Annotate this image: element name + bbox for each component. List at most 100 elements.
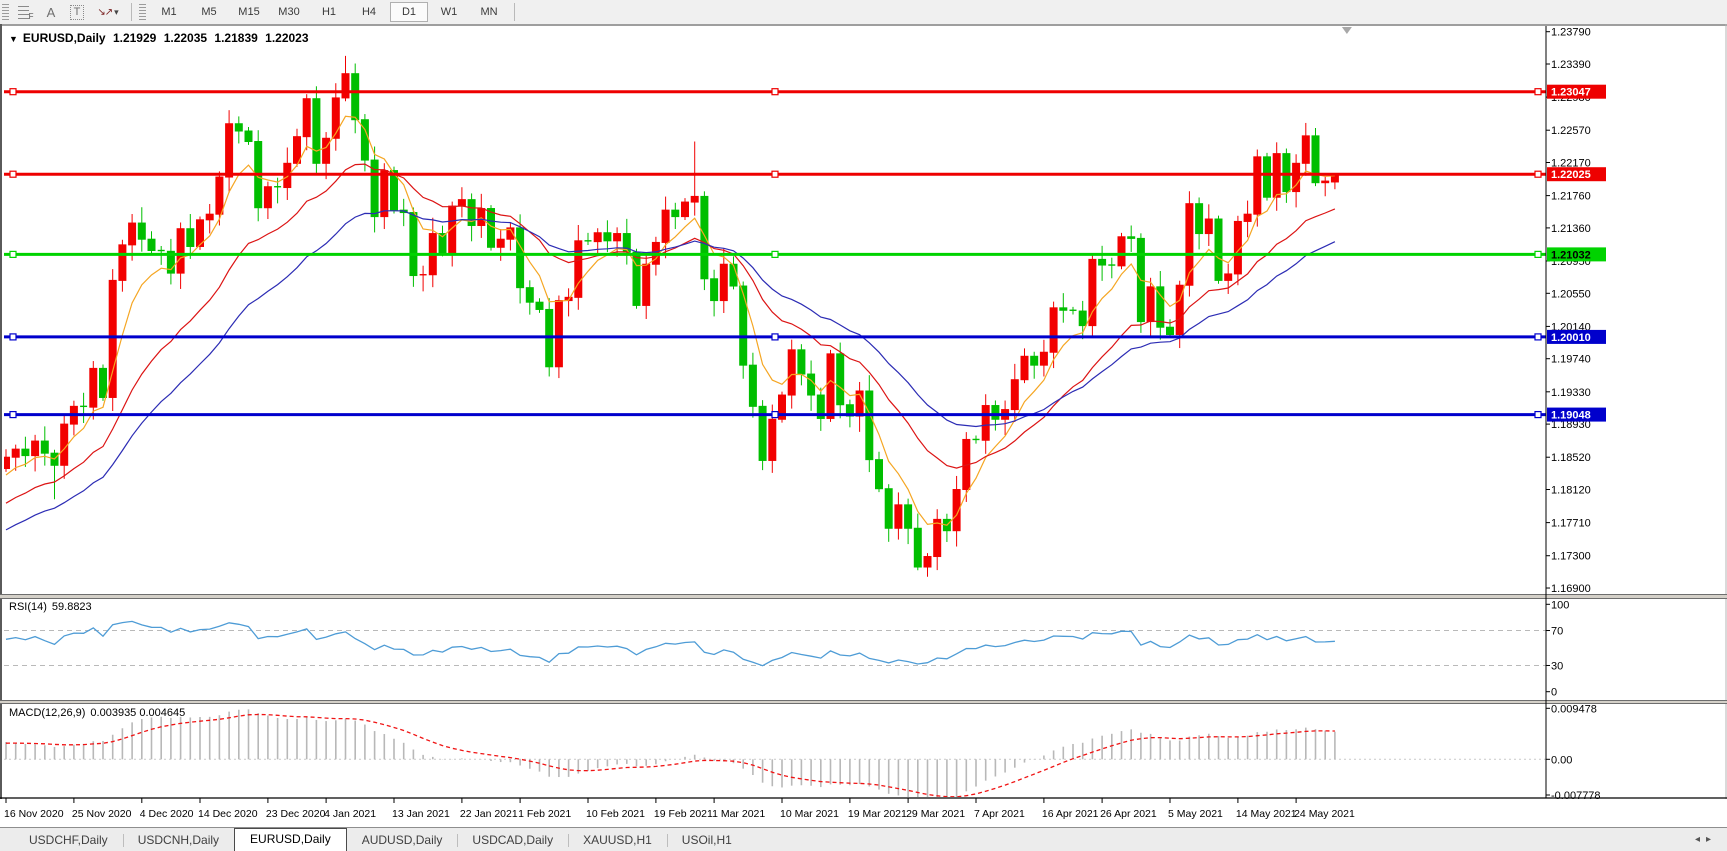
candle-body — [613, 233, 622, 242]
date-label[interactable]: 7 Apr 2021 — [974, 808, 1025, 820]
hline-handle[interactable] — [9, 170, 17, 178]
macd-signal-line — [5, 713, 1335, 797]
chart-tab-usdcad-daily[interactable]: USDCAD,Daily — [457, 830, 568, 851]
timeframe-button-mn[interactable]: MN — [480, 6, 498, 18]
candle-body — [787, 349, 796, 396]
hline-handle[interactable] — [771, 333, 779, 341]
text-label-icon[interactable]: T — [64, 2, 90, 22]
date-label[interactable]: 19 Feb 2021 — [654, 808, 713, 820]
hline-handle[interactable] — [1534, 333, 1542, 341]
timeframe-grip[interactable] — [139, 4, 146, 20]
tab-scroll-right-icon[interactable]: ▸ — [1705, 834, 1717, 845]
date-label[interactable]: 1 Mar 2021 — [712, 808, 765, 820]
hline-handle[interactable] — [1534, 88, 1542, 96]
timeframe-button-m15[interactable]: M15 — [238, 6, 260, 18]
hline-handle[interactable] — [9, 333, 17, 341]
date-label[interactable]: 24 May 2021 — [1294, 808, 1355, 820]
candle-body — [797, 349, 806, 375]
font-icon[interactable]: A — [46, 4, 56, 20]
date-label[interactable]: 19 Mar 2021 — [848, 808, 907, 820]
date-label[interactable]: 16 Apr 2021 — [1042, 808, 1099, 820]
macd-indicator-label: MACD(12,26,9) 0.003935 0.004645 — [9, 707, 186, 719]
panel-divider[interactable] — [0, 594, 1727, 599]
hline-handle[interactable] — [1534, 410, 1542, 419]
candle-body — [205, 213, 214, 221]
timeframe-button-m30[interactable]: M30 — [278, 6, 300, 18]
price-tick-label: 1.20550 — [1551, 288, 1591, 300]
chart-title[interactable]: ▼ EURUSD,Daily 1.21929 1.22035 1.21839 1.… — [9, 31, 313, 45]
date-label[interactable]: 14 Dec 2020 — [198, 808, 258, 820]
hline-handle[interactable] — [9, 410, 17, 419]
timeframe-button-h4[interactable]: H4 — [361, 6, 377, 18]
date-label[interactable]: 5 May 2021 — [1168, 808, 1223, 820]
panel-divider[interactable] — [0, 700, 1727, 704]
toolbar-grip[interactable] — [2, 4, 9, 20]
chart-canvas[interactable]: 1.237901.233901.229801.225701.221701.217… — [0, 24, 1727, 827]
price-tick-label: 1.17300 — [1551, 551, 1591, 563]
candle-body — [913, 527, 922, 568]
hline-handle[interactable] — [9, 88, 17, 96]
date-label[interactable]: 4 Jan 2021 — [324, 808, 376, 820]
date-label[interactable]: 4 Dec 2020 — [140, 808, 194, 820]
chart-tab-usoil-h1[interactable]: USOil,H1 — [666, 830, 747, 851]
chart-tab-audusd-daily[interactable]: AUDUSD,Daily — [361, 833, 443, 847]
toolbar-separator-end — [514, 3, 515, 21]
price-tick-label: 1.16900 — [1551, 583, 1591, 595]
candle-body — [331, 97, 340, 139]
date-label[interactable]: 26 Apr 2021 — [1100, 808, 1157, 820]
hline-1.20010[interactable]: 1.20010 — [4, 329, 1606, 344]
date-label[interactable]: 14 May 2021 — [1236, 808, 1297, 820]
chart-tab-usdchf-daily[interactable]: USDCHF,Daily — [29, 833, 108, 847]
date-label[interactable]: 22 Jan 2021 — [460, 808, 518, 820]
candle-body — [1311, 135, 1320, 184]
macd-values: 0.003935 0.004645 — [90, 707, 186, 719]
date-label[interactable]: 13 Jan 2021 — [392, 808, 450, 820]
candle-body — [768, 418, 777, 461]
hline-1.19048[interactable]: 1.19048 — [4, 407, 1606, 422]
rsi-axis-label: 0 — [1551, 687, 1557, 699]
candle-body — [816, 394, 825, 419]
candle-body — [312, 98, 321, 164]
hline-1.22025[interactable]: 1.22025 — [4, 167, 1606, 182]
timeframe-button-d1[interactable]: D1 — [390, 2, 428, 22]
timeframe-button-w1[interactable]: W1 — [440, 6, 458, 18]
tab-scroll-left-icon[interactable]: ◂ — [1694, 834, 1706, 845]
candle-body — [477, 208, 486, 226]
hline-handle[interactable] — [1534, 250, 1542, 258]
price-tick-label: 1.19740 — [1551, 354, 1591, 366]
timeframe-button-h1[interactable]: H1 — [321, 6, 337, 18]
objects-grid-icon[interactable]: F — [12, 2, 38, 22]
arrow-objects-icon[interactable]: ↘↗ ▾ — [97, 6, 119, 18]
hline-handle[interactable] — [771, 410, 779, 419]
timeframe-button-m1[interactable]: M1 — [161, 6, 177, 18]
hline-handle[interactable] — [771, 250, 779, 258]
chart-shift-triangle-icon[interactable] — [1341, 27, 1352, 34]
candle-body — [1195, 203, 1204, 235]
date-label[interactable]: 16 Nov 2020 — [4, 808, 64, 820]
hline-handle[interactable] — [9, 250, 17, 258]
hline-handle[interactable] — [771, 88, 779, 96]
candle-body — [681, 201, 689, 218]
hline-1.23047[interactable]: 1.23047 — [4, 84, 1606, 99]
chart-tab-xauusd-h1[interactable]: XAUUSD,H1 — [568, 830, 667, 851]
candle-body — [1243, 213, 1252, 222]
hline-handle[interactable] — [771, 170, 779, 178]
candle-body — [1156, 286, 1165, 328]
rsi-axis-label: 70 — [1551, 626, 1563, 638]
chart-tab-eurusd-daily[interactable]: EURUSD,Daily — [234, 828, 347, 851]
date-label[interactable]: 1 Feb 2021 — [518, 808, 571, 820]
date-label[interactable]: 23 Dec 2020 — [266, 808, 326, 820]
chart-tab-usdcnh-daily[interactable]: USDCNH,Daily — [122, 830, 234, 851]
date-label[interactable]: 25 Nov 2020 — [72, 808, 132, 820]
collapse-triangle-icon: ▼ — [9, 34, 18, 44]
candle-body — [60, 423, 69, 466]
date-label[interactable]: 29 Mar 2021 — [906, 808, 965, 820]
hline-handle[interactable] — [1534, 170, 1542, 178]
candle-body — [952, 489, 961, 532]
hline-1.21032[interactable]: 1.21032 — [4, 247, 1606, 262]
candle-body — [263, 186, 272, 209]
timeframe-button-m5[interactable]: M5 — [201, 6, 217, 18]
date-label[interactable]: 10 Feb 2021 — [586, 808, 645, 820]
candle-body — [516, 227, 525, 289]
date-label[interactable]: 10 Mar 2021 — [780, 808, 839, 820]
